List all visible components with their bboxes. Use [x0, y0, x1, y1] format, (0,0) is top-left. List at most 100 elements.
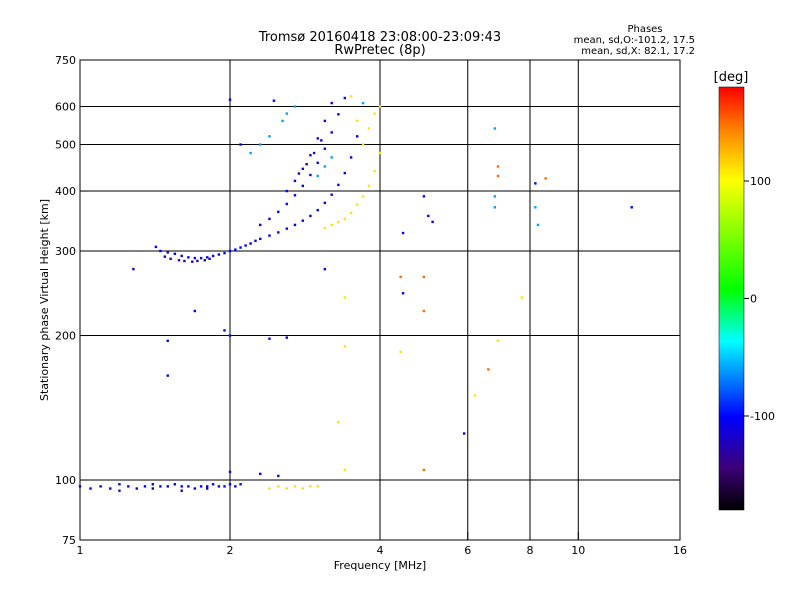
data-point	[349, 211, 353, 215]
data-point	[630, 206, 633, 209]
y-tick-label: 750	[55, 54, 76, 67]
data-point	[316, 485, 319, 488]
data-point	[259, 472, 262, 476]
legend-line-x: mean, sd,X: 82.1, 17.2	[581, 46, 695, 57]
chart-subtitle: RwPretec (8p)	[334, 43, 425, 58]
data-point	[337, 420, 340, 424]
data-point	[496, 174, 500, 178]
data-point	[487, 368, 490, 371]
data-point	[285, 189, 288, 193]
data-point	[159, 485, 162, 488]
data-point	[223, 329, 226, 332]
data-point	[89, 487, 92, 490]
data-point	[268, 337, 271, 340]
colorbar-ticks: -100 0 100	[744, 175, 775, 423]
data-point	[343, 96, 347, 100]
data-point	[166, 485, 169, 488]
data-point	[367, 184, 371, 188]
data-point	[355, 135, 359, 138]
data-point	[228, 249, 232, 253]
data-point	[285, 202, 288, 206]
data-point	[473, 394, 477, 397]
data-point	[378, 105, 382, 108]
data-point	[187, 256, 190, 259]
data-point	[234, 248, 237, 251]
data-point	[223, 485, 226, 488]
data-point	[211, 483, 215, 486]
data-point	[205, 256, 209, 259]
data-point	[301, 487, 305, 490]
data-point	[316, 174, 319, 178]
data-point	[330, 193, 333, 196]
data-point	[316, 137, 319, 140]
data-point	[254, 239, 257, 243]
colorbar-label: [deg]	[714, 70, 749, 85]
data-point	[193, 309, 197, 313]
data-point	[277, 210, 280, 214]
data-point	[399, 350, 402, 353]
data-point	[285, 487, 288, 490]
data-point	[109, 487, 112, 490]
data-point	[305, 162, 308, 166]
data-point	[217, 485, 221, 488]
data-point	[268, 135, 271, 138]
data-point	[361, 195, 365, 198]
data-point	[166, 339, 169, 343]
data-point	[285, 227, 288, 230]
data-point	[268, 217, 271, 221]
data-point	[293, 179, 297, 183]
data-point	[534, 206, 537, 209]
data-point	[151, 487, 155, 490]
data-point	[293, 485, 297, 488]
data-point	[312, 151, 316, 155]
data-point	[166, 374, 169, 377]
data-point	[373, 112, 376, 115]
y-axis-label: Stationary phase Virtual Height [km]	[38, 199, 51, 401]
y-tick-label: 400	[55, 185, 76, 198]
data-point	[239, 143, 242, 146]
data-point	[323, 165, 327, 168]
data-point	[277, 474, 280, 478]
x-tick-label: 4	[377, 544, 384, 557]
data-point	[135, 487, 138, 490]
data-point	[534, 182, 537, 185]
data-point	[422, 468, 426, 472]
y-tick-label: 600	[55, 101, 76, 114]
data-point	[355, 203, 359, 206]
x-tick-label: 1	[77, 544, 84, 557]
data-point	[199, 485, 203, 488]
x-tick-label: 2	[227, 544, 234, 557]
data-point	[193, 256, 197, 260]
data-point	[180, 485, 183, 488]
data-point	[259, 143, 262, 146]
data-point	[297, 172, 301, 175]
data-point	[373, 169, 376, 173]
data-point	[183, 259, 186, 263]
data-point	[187, 485, 190, 488]
data-point	[431, 220, 434, 224]
colorbar-tick-label: -100	[750, 410, 775, 423]
data-point	[268, 234, 271, 237]
data-point	[496, 165, 500, 168]
data-point	[343, 217, 347, 221]
data-point	[330, 156, 333, 159]
data-point	[268, 487, 271, 490]
data-point	[249, 151, 252, 155]
data-point	[323, 267, 327, 271]
data-point	[191, 260, 194, 263]
data-point	[422, 275, 426, 279]
data-point	[401, 231, 405, 235]
data-point	[493, 195, 497, 198]
data-point	[378, 151, 382, 155]
data-point	[330, 223, 333, 227]
data-point	[193, 487, 197, 490]
data-point	[239, 483, 242, 486]
data-point	[293, 105, 297, 108]
data-point	[301, 167, 305, 171]
y-tick-label: 300	[55, 245, 76, 258]
data-point	[180, 254, 183, 258]
x-tick-label: 10	[571, 544, 585, 557]
data-point	[199, 256, 203, 260]
y-tick-label: 200	[55, 330, 76, 343]
